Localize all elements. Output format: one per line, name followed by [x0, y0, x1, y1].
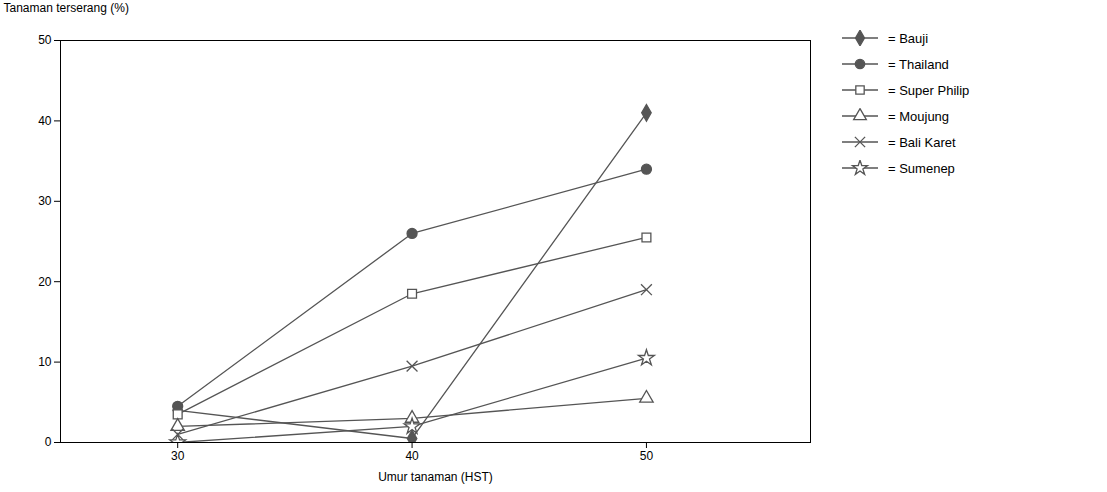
- html-text:= Thailand: = Thailand: [888, 56, 949, 72]
- svg-text:30: 30: [171, 449, 185, 463]
- html-text:= Moujung: = Moujung: [888, 108, 950, 124]
- html-text:= Bali Karet: = Bali Karet: [888, 134, 956, 150]
- svg-text:0: 0: [45, 435, 52, 449]
- svg-text:Tanaman terserang (%): Tanaman terserang (%): [4, 1, 129, 15]
- svg-text:Umur tanaman (HST): Umur tanaman (HST): [378, 470, 493, 484]
- html-text:= Super Philip: = Super Philip: [888, 82, 970, 98]
- svg-text:50: 50: [38, 33, 52, 47]
- svg-text:30: 30: [38, 194, 52, 208]
- svg-text:20: 20: [38, 275, 52, 289]
- svg-text:40: 40: [38, 114, 52, 128]
- svg-text:40: 40: [405, 449, 419, 463]
- svg-text:10: 10: [38, 355, 52, 369]
- svg-text:50: 50: [640, 449, 654, 463]
- html-text:= Sumenep: = Sumenep: [888, 160, 955, 176]
- html-text:= Bauji: = Bauji: [888, 30, 929, 46]
